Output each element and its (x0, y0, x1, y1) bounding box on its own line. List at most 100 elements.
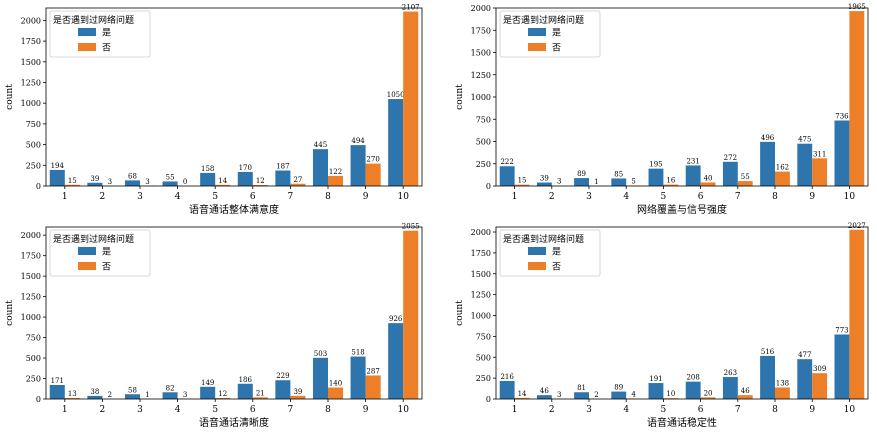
bar-yes-6 (686, 382, 701, 399)
x-tick-label-8: 8 (325, 192, 331, 202)
x-tick-label-3: 3 (586, 405, 592, 415)
y-tick-label-500: 500 (26, 354, 41, 363)
bar-no-8 (328, 176, 343, 186)
data-label-yes-9: 518 (351, 349, 364, 357)
legend-swatch-yes (78, 28, 96, 36)
bar-no-9 (366, 164, 381, 186)
data-label-yes-6: 186 (239, 376, 253, 384)
data-label-no-8: 138 (776, 379, 789, 387)
data-label-yes-3: 68 (128, 172, 137, 180)
legend-title: 是否遇到过网络问题 (503, 14, 584, 26)
data-label-no-7: 55 (741, 173, 750, 181)
bar-yes-3 (574, 392, 589, 399)
y-tick-label-750: 750 (26, 334, 41, 343)
data-label-yes-4: 55 (166, 173, 175, 181)
x-tick-label-4: 4 (175, 405, 181, 415)
data-label-yes-5: 195 (649, 161, 662, 169)
legend-title: 是否遇到过网络问题 (53, 14, 134, 26)
bar-yes-1 (50, 170, 65, 186)
x-tick-label-2: 2 (100, 192, 106, 202)
data-label-yes-2: 39 (540, 175, 549, 183)
x-tick-label-5: 5 (212, 405, 218, 415)
y-tick-label-250: 250 (26, 375, 41, 384)
x-tick-label-10: 10 (844, 405, 856, 415)
data-label-yes-3: 58 (128, 386, 137, 394)
legend-label-yes: 是 (552, 28, 561, 39)
bar-no-10 (403, 231, 418, 399)
data-label-yes-10: 773 (835, 326, 848, 334)
x-tick-label-3: 3 (137, 192, 143, 202)
x-tick-label-8: 8 (772, 405, 778, 415)
data-label-no-5: 14 (218, 177, 227, 185)
y-tick-label-500: 500 (26, 141, 41, 150)
x-tick-label-7: 7 (735, 405, 741, 415)
data-label-yes-10: 926 (389, 315, 403, 323)
x-axis-label: 语音通话稳定性 (647, 416, 717, 429)
y-tick-label-1000: 1000 (21, 99, 41, 108)
data-label-yes-8: 516 (761, 348, 775, 356)
y-tick-label-1250: 1250 (471, 291, 491, 300)
data-label-yes-2: 39 (90, 175, 99, 183)
bar-yes-2 (537, 183, 552, 186)
y-tick-label-250: 250 (476, 160, 491, 169)
bar-yes-7 (275, 171, 290, 186)
legend-swatch-no (528, 43, 546, 51)
bar-yes-5 (200, 387, 215, 399)
data-label-yes-8: 503 (314, 350, 327, 358)
data-label-yes-10: 736 (835, 113, 849, 121)
bar-yes-5 (200, 173, 215, 186)
x-tick-label-1: 1 (62, 192, 68, 202)
data-label-yes-1: 222 (500, 158, 513, 166)
data-label-yes-4: 85 (614, 170, 623, 178)
x-tick-label-4: 4 (623, 192, 629, 202)
bar-yes-2 (537, 395, 552, 399)
y-tick-label-250: 250 (476, 374, 491, 383)
y-tick-label-1500: 1500 (21, 58, 41, 67)
x-tick-label-3: 3 (137, 405, 143, 415)
bar-yes-6 (238, 172, 253, 186)
bar-no-10 (849, 230, 864, 399)
data-label-yes-2: 46 (540, 387, 549, 395)
y-tick-label-1750: 1750 (21, 252, 41, 261)
bar-yes-4 (611, 392, 626, 399)
bar-no-9 (812, 158, 827, 186)
y-tick-label-500: 500 (476, 353, 491, 362)
bar-yes-6 (238, 384, 253, 399)
y-tick-label-1000: 1000 (471, 93, 491, 102)
legend-swatch-no (78, 262, 96, 270)
data-label-no-4: 5 (631, 178, 635, 186)
data-label-no-9: 311 (813, 150, 826, 158)
data-label-no-2: 3 (108, 178, 112, 186)
y-tick-label-2000: 2000 (21, 16, 41, 25)
y-axis-label: count (455, 84, 465, 110)
x-tick-label-9: 9 (809, 405, 815, 415)
data-label-no-4: 4 (631, 391, 636, 399)
bar-yes-4 (163, 181, 178, 186)
bar-yes-9 (797, 144, 812, 186)
data-label-yes-4: 82 (166, 384, 175, 392)
data-label-no-7: 46 (741, 387, 750, 395)
bar-no-8 (328, 388, 343, 399)
y-tick-label-1750: 1750 (471, 249, 491, 258)
data-label-no-1: 13 (68, 390, 77, 398)
y-tick-label-1500: 1500 (471, 270, 491, 279)
data-label-no-5: 10 (666, 390, 675, 398)
data-label-no-2: 3 (557, 391, 561, 399)
bar-yes-1 (500, 381, 515, 399)
bar-no-7 (290, 396, 305, 399)
data-label-yes-1: 194 (51, 162, 65, 170)
x-tick-label-9: 9 (809, 192, 815, 202)
data-label-no-3: 2 (594, 391, 598, 399)
y-tick-label-0: 0 (486, 182, 491, 191)
data-label-no-6: 12 (256, 177, 265, 185)
data-label-yes-1: 216 (500, 373, 514, 381)
bar-yes-1 (500, 166, 515, 186)
data-label-yes-6: 208 (686, 374, 699, 382)
data-label-no-1: 15 (68, 177, 77, 185)
data-label-no-7: 39 (293, 388, 302, 396)
x-tick-label-7: 7 (288, 192, 294, 202)
data-label-yes-4: 89 (614, 384, 623, 392)
bar-no-6 (701, 182, 716, 186)
